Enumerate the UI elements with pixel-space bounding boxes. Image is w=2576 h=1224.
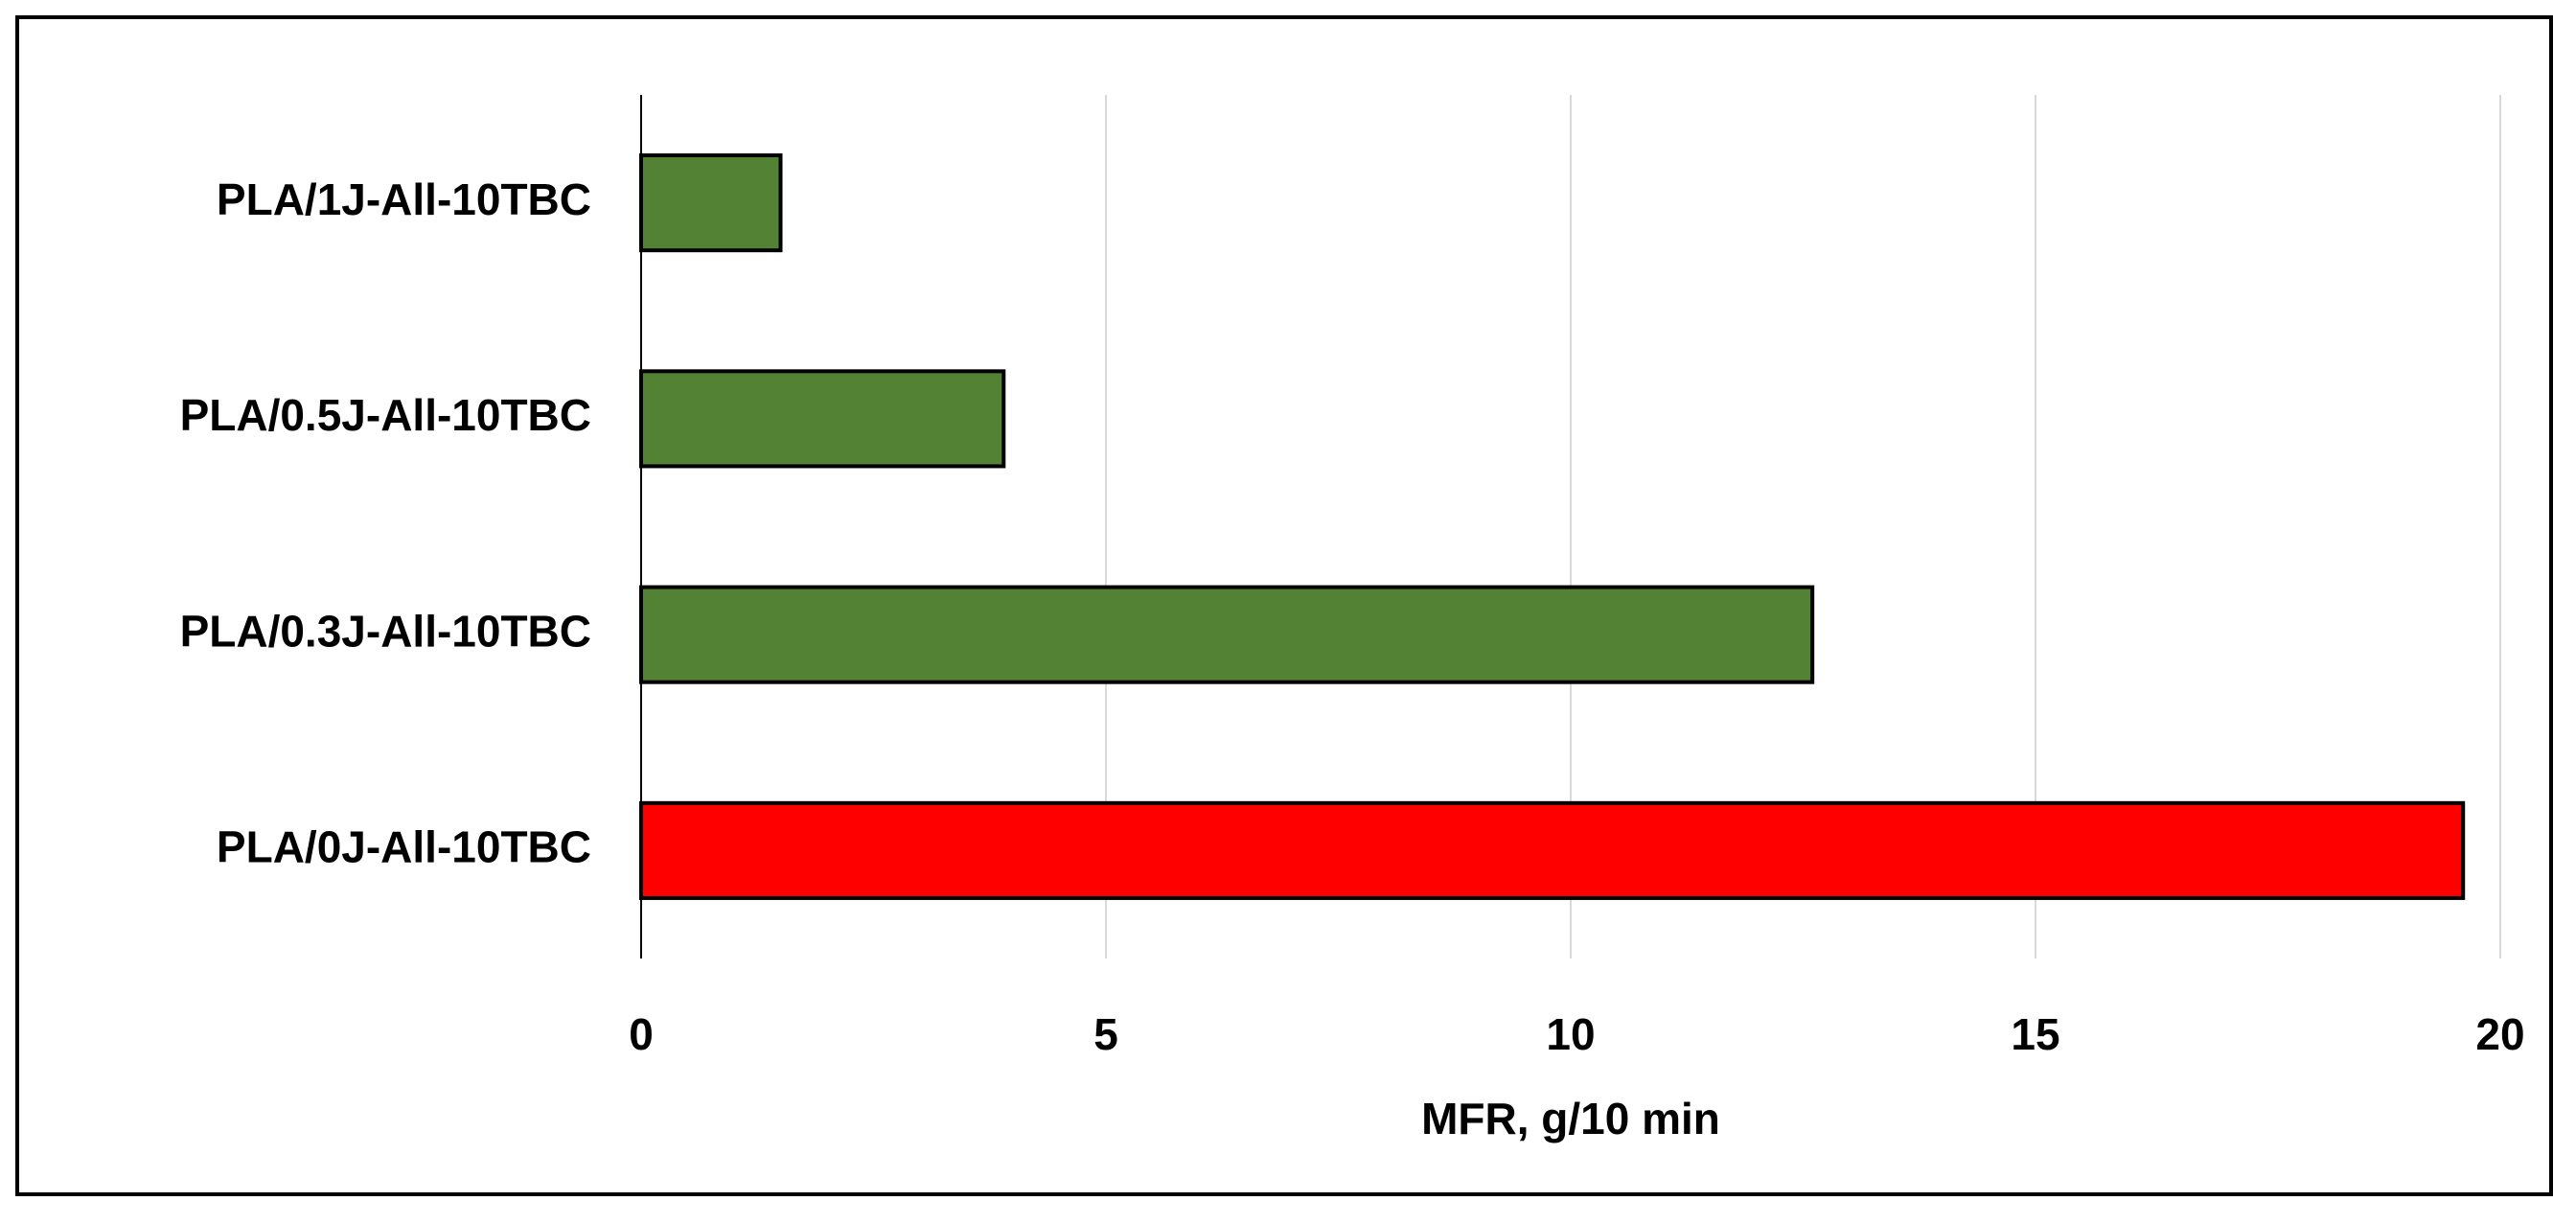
x-tick-label: 10	[1546, 1009, 1595, 1059]
x-tick-label: 15	[2011, 1009, 2059, 1059]
y-tick-label: PLA/0.5J-All-10TBC	[180, 390, 591, 440]
bar	[639, 800, 2466, 900]
bar	[639, 153, 783, 253]
y-tick-label: PLA/1J-All-10TBC	[217, 174, 591, 224]
x-axis-title: MFR, g/10 min	[1421, 1094, 1720, 1143]
bar	[639, 585, 1815, 684]
x-tick-label: 0	[629, 1009, 654, 1059]
y-tick-label: PLA/0J-All-10TBC	[217, 822, 591, 872]
bar	[639, 369, 1006, 469]
x-tick-label: 5	[1093, 1009, 1118, 1059]
x-tick-label: 20	[2475, 1009, 2524, 1059]
y-tick-label: PLA/0.3J-All-10TBC	[180, 606, 591, 656]
